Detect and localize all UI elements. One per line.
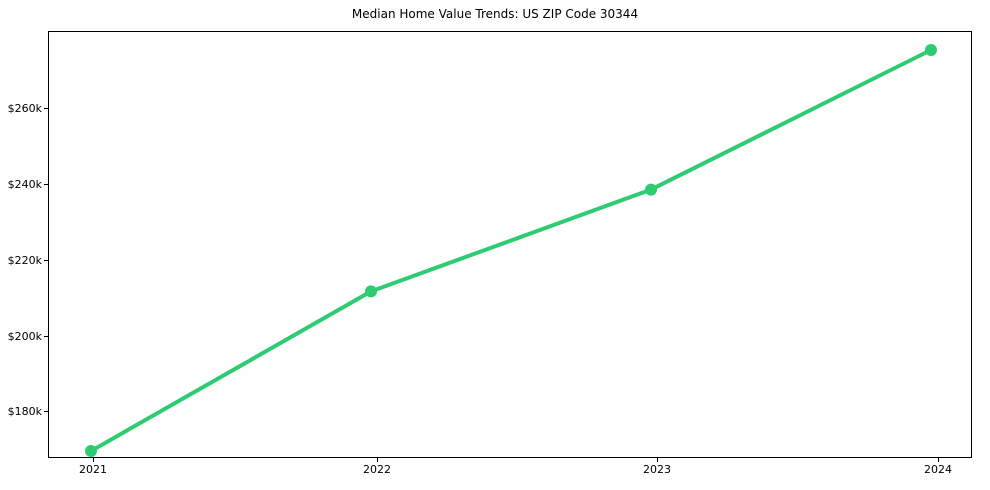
y-tick-label-200k: $200k: [7, 330, 42, 343]
y-tick-label-240k: $240k: [7, 178, 42, 191]
y-tick-mark-180k: [44, 411, 48, 412]
x-tick-label-2021: 2021: [79, 463, 107, 476]
y-tick-mark-260k: [44, 108, 48, 109]
x-tick-label-2023: 2023: [643, 463, 671, 476]
series-line-median-home-value: [89, 48, 933, 453]
x-tick-mark-2024: [938, 458, 939, 462]
data-point-2024: [925, 44, 937, 56]
y-axis-tick-labels: $260k $240k $220k $200k $180k: [0, 0, 42, 490]
x-tick-mark-2021: [93, 458, 94, 462]
x-tick-mark-2023: [657, 458, 658, 462]
x-tick-label-2024: 2024: [924, 463, 952, 476]
y-tick-mark-240k: [44, 184, 48, 185]
y-tick-label-260k: $260k: [7, 102, 42, 115]
data-point-2021: [85, 445, 97, 457]
x-tick-label-2022: 2022: [363, 463, 391, 476]
y-tick-mark-220k: [44, 260, 48, 261]
plot-area: [48, 31, 972, 458]
y-tick-label-220k: $220k: [7, 254, 42, 267]
x-tick-mark-2022: [377, 458, 378, 462]
line-chart-svg: [85, 44, 937, 457]
y-tick-mark-200k: [44, 336, 48, 337]
chart-title: Median Home Value Trends: US ZIP Code 30…: [351, 7, 639, 21]
y-tick-label-180k: $180k: [7, 405, 42, 418]
data-point-2022: [365, 285, 377, 298]
data-point-2023: [645, 183, 657, 196]
